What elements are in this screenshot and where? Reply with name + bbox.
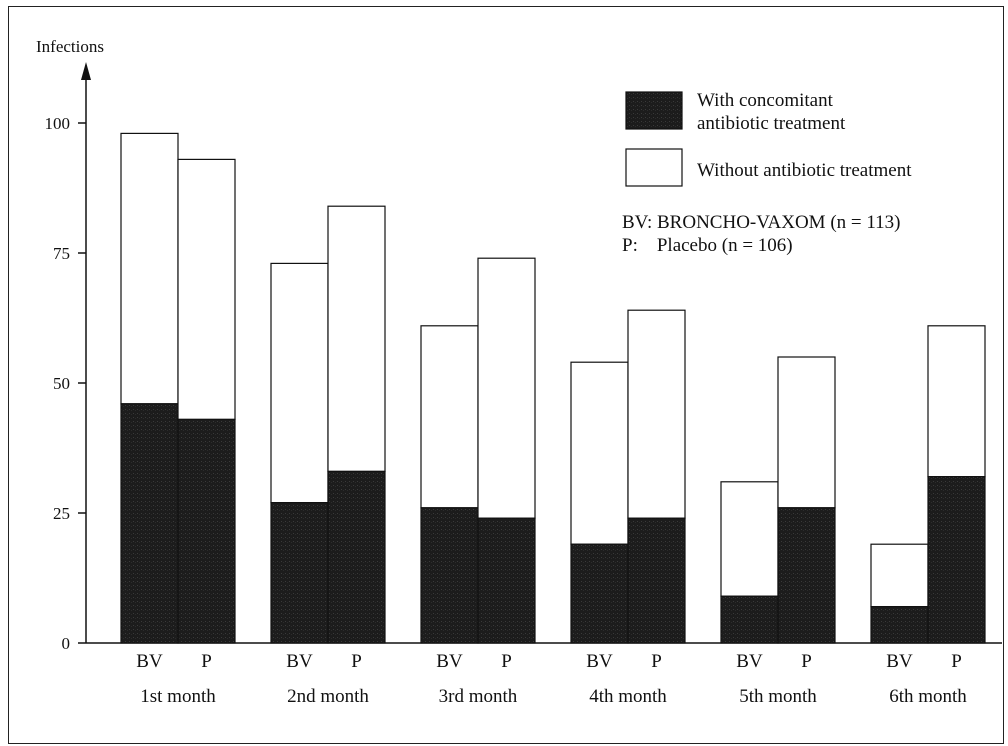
- bar-category-label: P: [351, 651, 362, 672]
- legend-label-without-antibiotic: Without antibiotic treatment: [697, 160, 912, 181]
- bar-with-antibiotic: [477, 517, 536, 644]
- y-tick-label: 50: [53, 374, 70, 393]
- legend-label-with-antibiotic-line1: With concomitant: [697, 90, 834, 111]
- legend-label-with-antibiotic-line2: antibiotic treatment: [697, 113, 846, 134]
- bar-with-antibiotic: [177, 418, 236, 644]
- bar-without-antibiotic: [777, 356, 836, 509]
- bar-with-antibiotic: [420, 507, 479, 644]
- bar-with-antibiotic: [870, 605, 929, 644]
- month-group-label: 5th month: [739, 686, 817, 707]
- legend: With concomitant antibiotic treatment Wi…: [622, 90, 912, 256]
- bar-category-label: BV: [436, 651, 463, 672]
- bar-category-label: P: [651, 651, 662, 672]
- bar-with-antibiotic: [627, 517, 686, 644]
- bar-with-antibiotic: [720, 595, 779, 644]
- y-tick-label: 25: [53, 504, 70, 523]
- bar-without-antibiotic: [327, 205, 386, 473]
- bar-category-label: P: [951, 651, 962, 672]
- bar-with-antibiotic: [570, 543, 629, 644]
- note-bv: BV: BRONCHO-VAXOM (n = 113): [622, 212, 901, 233]
- legend-swatch-without-antibiotic: [625, 148, 683, 187]
- bar-category-label: P: [801, 651, 812, 672]
- bar-with-antibiotic: [120, 403, 179, 644]
- bar-with-antibiotic: [927, 476, 986, 644]
- bar-category-label: P: [501, 651, 512, 672]
- bar-without-antibiotic: [627, 309, 686, 519]
- bar-without-antibiotic: [927, 325, 986, 478]
- bar-category-label: BV: [286, 651, 313, 672]
- bar-with-antibiotic: [327, 470, 386, 644]
- month-group-label: 3rd month: [439, 686, 518, 707]
- bar-category-label: BV: [136, 651, 163, 672]
- legend-swatch-with-antibiotic: [625, 91, 683, 130]
- bar-without-antibiotic: [720, 481, 779, 597]
- note-p: P: Placebo (n = 106): [622, 235, 793, 256]
- month-group-label: 4th month: [589, 686, 667, 707]
- y-tick-label: 0: [62, 634, 71, 653]
- bar-category-label: P: [201, 651, 212, 672]
- bar-without-antibiotic: [270, 262, 329, 504]
- bar-with-antibiotic: [270, 502, 329, 644]
- month-group-label: 2nd month: [287, 686, 369, 707]
- bar-without-antibiotic: [870, 543, 929, 608]
- y-axis-arrow-icon: [81, 62, 91, 80]
- bar-with-antibiotic: [777, 507, 836, 644]
- bar-without-antibiotic: [120, 132, 179, 405]
- bar-category-label: BV: [886, 651, 913, 672]
- bar-without-antibiotic: [177, 158, 236, 420]
- y-axis-label: Infections: [36, 37, 104, 56]
- bar-without-antibiotic: [570, 361, 629, 545]
- month-group-label: 1st month: [140, 686, 216, 707]
- bar-without-antibiotic: [477, 257, 536, 519]
- y-tick-label: 100: [45, 114, 71, 133]
- y-tick-label: 75: [53, 244, 70, 263]
- bar-without-antibiotic: [420, 325, 479, 509]
- bar-category-label: BV: [736, 651, 763, 672]
- bar-category-label: BV: [586, 651, 613, 672]
- month-group-label: 6th month: [889, 686, 967, 707]
